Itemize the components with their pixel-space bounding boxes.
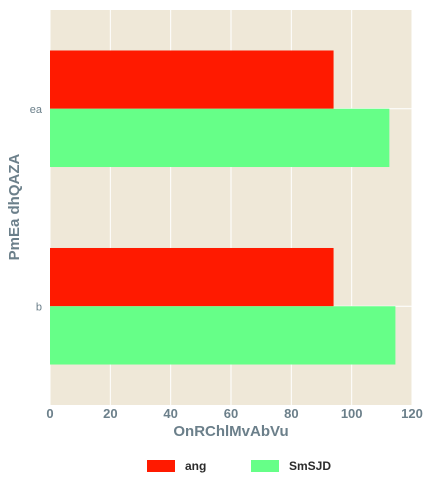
y-axis-title: PmEa dhQAZA (6, 153, 23, 260)
x-tick-label: 40 (163, 406, 177, 421)
x-tick-label: 0 (46, 406, 53, 421)
bar-ang-b (50, 247, 334, 307)
x-tick-label: 60 (224, 406, 238, 421)
x-tick-label: 100 (341, 406, 363, 421)
legend-label: ang (185, 459, 206, 473)
x-axis-title: OnRChlMvAbVu (173, 423, 288, 440)
bar-SmSJD-ea (50, 108, 390, 168)
legend-label: SmSJD (289, 459, 331, 473)
bars (50, 50, 396, 365)
legend-swatch-SmSJD (251, 460, 279, 472)
bar-SmSJD-b (50, 306, 396, 365)
bar-ang-ea (50, 50, 334, 109)
x-tick-label: 120 (401, 406, 423, 421)
x-tick-labels: 0 20 40 60 80 100 120 (46, 406, 422, 421)
legend-swatch-ang (147, 460, 175, 472)
legend: ang SmSJD (147, 459, 331, 473)
x-tick-label: 80 (284, 406, 298, 421)
x-tick-label: 20 (103, 406, 117, 421)
y-category-label: ea (30, 104, 43, 116)
y-category-labels: ea b (30, 104, 43, 314)
y-category-label: b (36, 301, 42, 313)
